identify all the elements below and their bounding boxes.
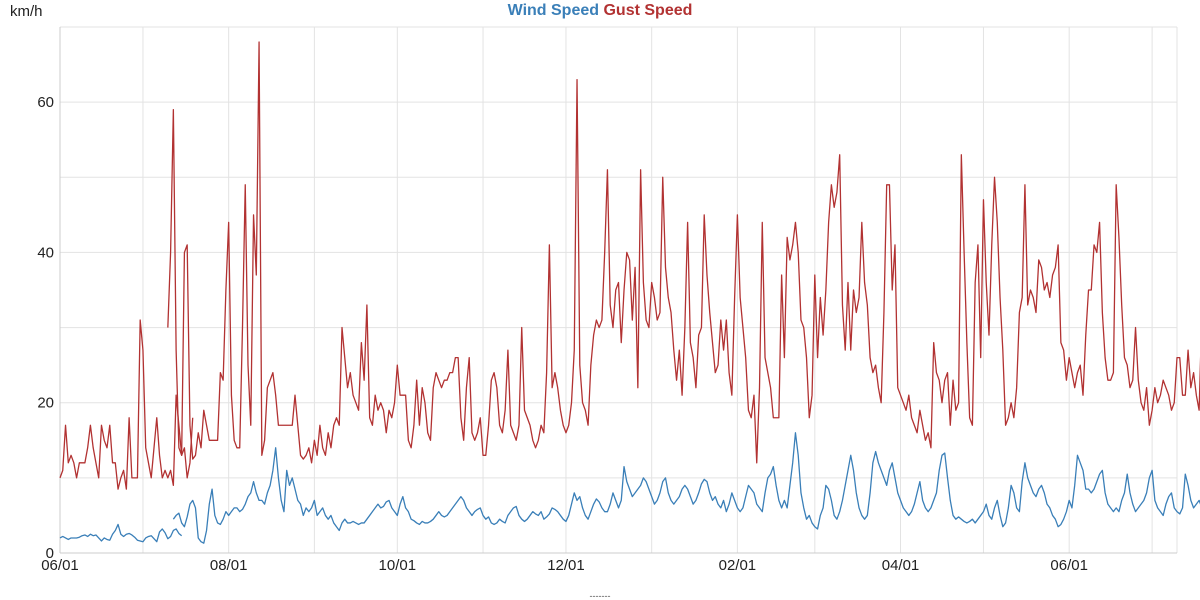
legend-gust-speed[interactable]: Gust Speed	[603, 2, 692, 19]
footer-placeholder: -------	[590, 591, 611, 600]
y-axis-unit-label: km/h	[10, 3, 43, 20]
y-tick-label: 60	[37, 94, 54, 111]
grid-lines	[59, 26, 1178, 553]
x-tick-label: 10/01	[379, 557, 417, 574]
gust-speed-line[interactable]	[167, 41, 1200, 464]
x-tick-label: 04/01	[882, 557, 920, 574]
x-tick-label: 12/01	[547, 557, 585, 574]
y-tick-label: 0	[46, 545, 54, 562]
y-tick-label: 20	[37, 395, 54, 412]
legend[interactable]: Wind Speed Gust Speed	[508, 2, 693, 19]
wind-speed-line[interactable]	[59, 523, 183, 543]
x-tick-label: 08/01	[210, 557, 248, 574]
legend-wind-speed[interactable]: Wind Speed	[508, 2, 599, 19]
y-tick-label: 40	[37, 244, 54, 261]
x-tick-label: 02/01	[719, 557, 757, 574]
wind-speed-line[interactable]	[172, 432, 1200, 544]
gust-speed-line[interactable]	[59, 319, 194, 490]
x-tick-label: 06/01	[41, 557, 79, 574]
series-lines	[59, 41, 1200, 544]
x-tick-label: 06/01	[1050, 557, 1088, 574]
axes: 0 20 40 60 06/01 08/01 10/01 12/01 02/01 04/01 06/…	[37, 27, 1177, 574]
